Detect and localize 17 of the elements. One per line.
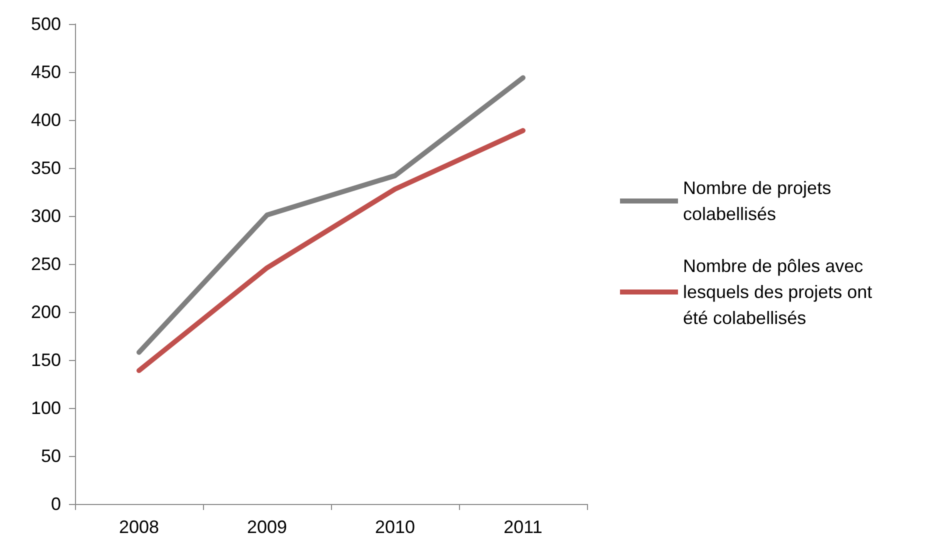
x-tick-label: 2009 (246, 517, 288, 537)
x-tick-label: 2011 (504, 517, 542, 537)
y-tick-label: 100 (30, 398, 61, 418)
x-tick-label: 2010 (374, 517, 416, 537)
legend-label: Nombre de pôles avec lesquels des projets ont été colabellisés (683, 256, 878, 328)
y-tick-label: 50 (40, 446, 61, 466)
y-tick-label: 500 (30, 14, 61, 34)
y-tick-label: 0 (50, 494, 61, 514)
y-tick-label: 300 (30, 206, 61, 226)
y-tick-label: 200 (30, 302, 61, 322)
y-tick-label: 250 (30, 254, 61, 274)
legend-label: Nombre de projets colabellisés (683, 178, 836, 224)
y-tick-label: 350 (30, 158, 61, 178)
y-tick-label: 450 (30, 62, 61, 82)
x-tick-label: 2008 (118, 517, 160, 537)
y-tick-label: 400 (30, 110, 61, 130)
y-tick-label: 150 (30, 350, 61, 370)
